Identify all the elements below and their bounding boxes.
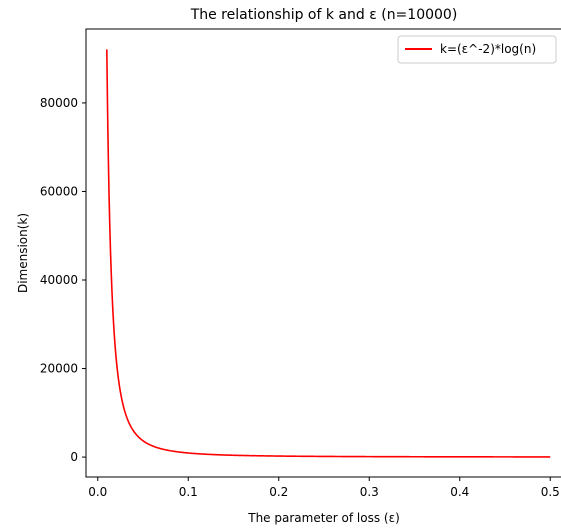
x-tick-label: 0.3	[360, 485, 379, 499]
legend-box	[397, 35, 557, 64]
x-tick-label: 0.5	[541, 485, 560, 499]
y-axis-label: Dimension(k)	[16, 213, 30, 293]
plot-frame	[85, 28, 561, 478]
series-line	[106, 49, 551, 458]
y-tick-label: 40000	[40, 273, 78, 287]
x-tick-label: 0.4	[450, 485, 469, 499]
y-axis: 0 20000 40000 60000 80000	[40, 96, 86, 464]
x-tick-label: 0.2	[269, 485, 288, 499]
y-tick-label: 20000	[40, 362, 78, 376]
legend-label: k=(ε^-2)*log(n)	[440, 42, 536, 56]
y-tick-label: 0	[70, 450, 78, 464]
x-tick-label: 0.0	[88, 485, 107, 499]
y-tick-label: 80000	[40, 96, 78, 110]
x-axis-label: The parameter of loss (ε)	[247, 511, 400, 525]
legend: k=(ε^-2)*log(n)	[397, 35, 557, 64]
chart-title: The relationship of k and ε (n=10000)	[190, 7, 458, 23]
y-tick-label: 60000	[40, 184, 78, 198]
x-tick-label: 0.1	[179, 485, 198, 499]
x-axis: 0.0 0.1 0.2 0.3 0.4 0.5	[88, 477, 560, 499]
